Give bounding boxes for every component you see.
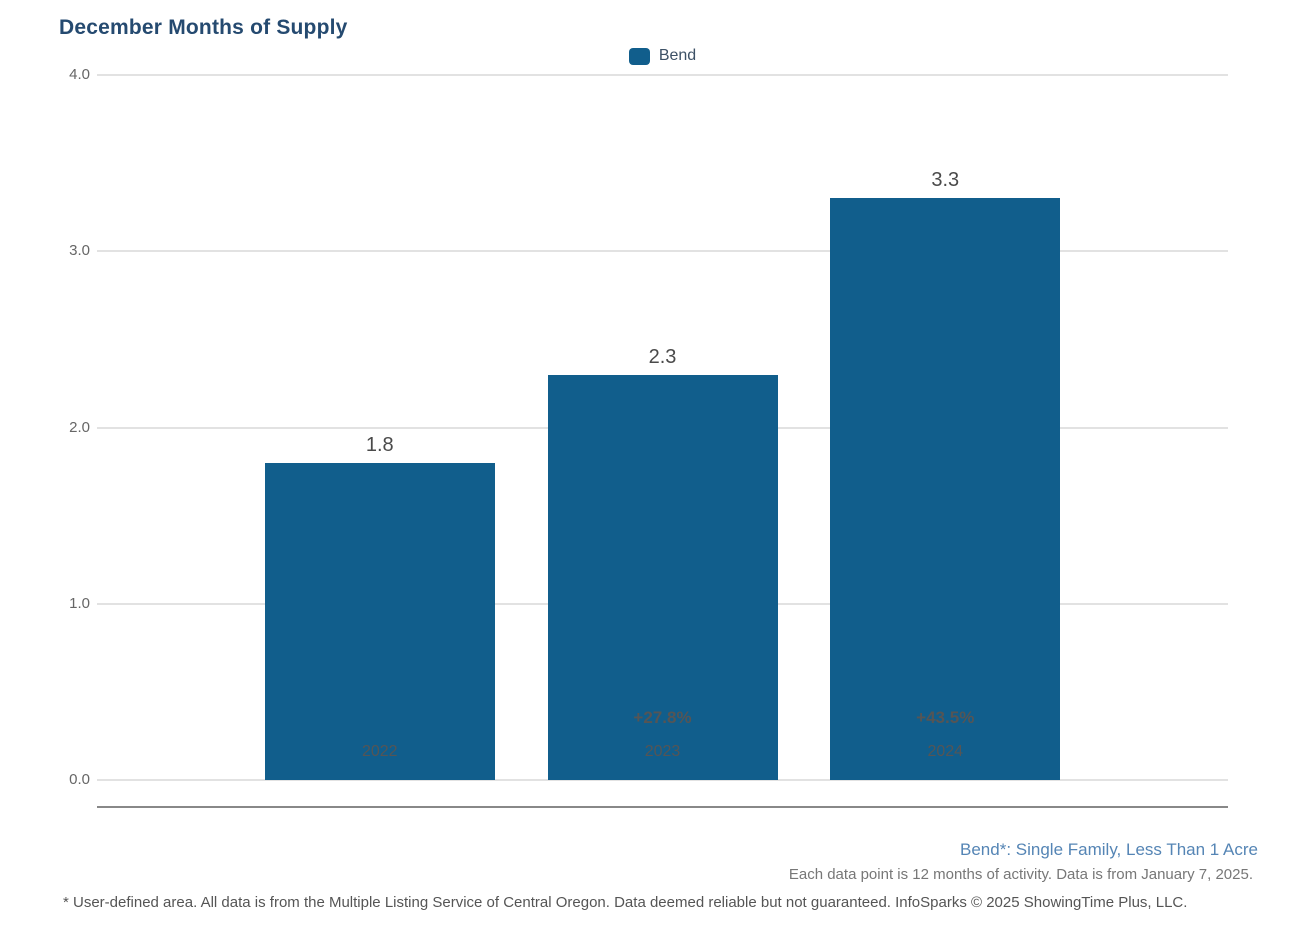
x-category-label-2024: 2024 [927,743,964,760]
bar-bend-2023[interactable] [548,375,778,780]
gridline-y-3.0 [97,250,1228,253]
chart-title: December Months of Supply [59,16,348,39]
y-tick-label-3.0: 3.0 [69,242,90,260]
y-tick-label-0.0: 0.0 [69,771,90,788]
bar-value-label-2024: 3.3 [931,169,960,191]
y-tick-label-2.0: 2.0 [69,418,90,436]
legend-label-bend[interactable]: Bend [658,47,697,64]
bar-value-label-2022: 1.8 [365,434,394,456]
bar-bend-2022[interactable] [265,463,495,780]
legend-swatch-bend[interactable] [628,47,650,65]
gridline-y-0.0 [97,779,1228,781]
plot-area: 1.8 2.3 3.3 [97,74,1228,781]
pct-change-label-2023: +27.8% [633,708,692,727]
x-category-label-2023: 2023 [644,743,681,760]
series-definition-note: Bend*: Single Family, Less Than 1 Acre [960,840,1258,859]
x-axis-line [97,806,1228,808]
bar-bend-2024[interactable] [830,198,1060,780]
pct-change-label-2024: +43.5% [916,708,975,727]
disclaimer-note: * User-defined area. All data is from th… [63,894,1188,911]
y-tick-label-1.0: 1.0 [69,594,90,612]
x-category-label-2022: 2022 [361,743,398,760]
gridline-y-4.0 [97,74,1228,76]
y-tick-label-4.0: 4.0 [69,66,90,83]
bar-value-label-2023: 2.3 [648,346,677,368]
chart-legend: Bend [97,47,1228,65]
data-period-note: Each data point is 12 months of activity… [788,866,1253,883]
